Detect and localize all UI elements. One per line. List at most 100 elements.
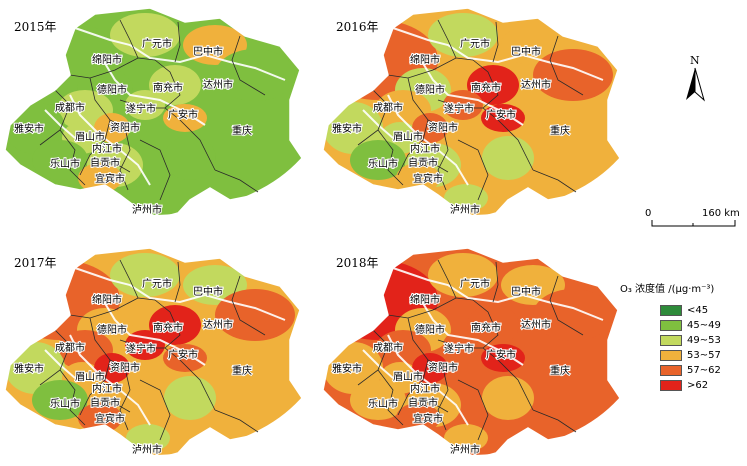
- subregion-boundary: [99, 294, 206, 366]
- district-boundary: [179, 119, 216, 171]
- concentration-zone: [164, 376, 216, 420]
- legend-label: 53~57: [687, 350, 721, 361]
- concentration-zone: [94, 353, 130, 383]
- district-boundary: [437, 127, 449, 191]
- city-label: 成都市: [55, 341, 85, 354]
- district-boundary: [231, 275, 266, 336]
- city-label: 南充市: [471, 321, 501, 334]
- city-label: 雅安市: [14, 122, 44, 135]
- concentration-zone: [396, 403, 440, 433]
- concentration-zone: [467, 305, 519, 345]
- north-label: N: [690, 54, 700, 67]
- district-boundary: [154, 299, 181, 349]
- district-boundary: [377, 129, 404, 186]
- city-label: 绵阳市: [410, 293, 440, 306]
- district-boundary: [89, 77, 126, 129]
- district-boundary: [119, 19, 139, 59]
- city-label: 眉山市: [75, 370, 105, 383]
- concentration-zone: [125, 330, 165, 360]
- city-label: 资阳市: [110, 361, 140, 374]
- concentration-zone: [428, 253, 498, 297]
- region-outline: [4, 247, 311, 459]
- concentration-zone: [215, 289, 295, 341]
- district-boundary: [492, 261, 499, 303]
- concentration-zone: [533, 289, 613, 341]
- district-boundary: [357, 89, 389, 146]
- district-boundary: [69, 57, 156, 79]
- chongqing-label: 重庆: [550, 124, 570, 137]
- city-label: 巴中市: [193, 45, 223, 58]
- city-label: 广元市: [460, 277, 490, 290]
- city-label: 雅安市: [332, 122, 362, 135]
- district-boundary: [119, 127, 131, 191]
- scale-start: 0: [645, 208, 651, 219]
- subregion-boundary: [44, 109, 76, 139]
- district-boundary: [39, 89, 71, 146]
- legend-label: 45~49: [687, 320, 721, 331]
- city-label: 自贡市: [408, 156, 438, 169]
- concentration-zone: [428, 13, 498, 57]
- city-label: 乐山市: [50, 157, 80, 170]
- subregion-boundary: [417, 54, 524, 126]
- scale-end: 160 km: [702, 208, 740, 219]
- city-label: 德阳市: [415, 323, 445, 336]
- district-boundary: [174, 21, 181, 63]
- city-label: 雅安市: [332, 362, 362, 375]
- district-boundary: [457, 139, 489, 201]
- city-label: 资阳市: [428, 361, 458, 374]
- city-label: 泸州市: [132, 203, 162, 216]
- city-label: 自贡市: [90, 396, 120, 409]
- panel-year-title: 2015年: [14, 20, 57, 34]
- region-outline: [4, 7, 311, 219]
- concentration-zone: [163, 344, 207, 372]
- city-label: 内江市: [410, 142, 440, 155]
- chongqing-label: 重庆: [232, 124, 252, 137]
- city-label: 达州市: [521, 78, 551, 91]
- concentration-zone: [481, 104, 525, 132]
- district-boundary: [437, 99, 499, 121]
- city-label: 资阳市: [110, 121, 140, 134]
- subregion-boundary: [417, 294, 524, 366]
- legend-label: <45: [687, 305, 709, 316]
- concentration-zone: [481, 344, 525, 372]
- subregion-boundary: [74, 27, 286, 81]
- concentration-zone: [149, 65, 201, 105]
- subregion-boundary: [392, 27, 604, 81]
- district-boundary: [397, 119, 429, 176]
- chongqing-label: 重庆: [550, 364, 570, 377]
- district-boundary: [387, 297, 474, 319]
- concentration-zone: [444, 184, 488, 212]
- legend-item: >62: [660, 378, 745, 393]
- city-label: 泸州市: [132, 443, 162, 456]
- subregion-boundary: [362, 109, 394, 139]
- district-boundary: [407, 317, 444, 369]
- legend-swatch: [660, 350, 682, 361]
- panel-year-title: 2017年: [14, 256, 57, 270]
- district-boundary: [532, 409, 577, 433]
- city-label: 雅安市: [14, 362, 44, 375]
- city-label: 绵阳市: [410, 53, 440, 66]
- legend-swatch: [660, 335, 682, 346]
- concentration-zone: [149, 305, 201, 345]
- city-label: 德阳市: [97, 83, 127, 96]
- subregion-boundary: [69, 94, 151, 186]
- city-label: 广元市: [142, 37, 172, 50]
- district-boundary: [497, 119, 534, 171]
- city-label: 宜宾市: [95, 412, 125, 425]
- district-boundary: [214, 409, 259, 433]
- city-label: 绵阳市: [92, 53, 122, 66]
- district-boundary: [79, 359, 111, 416]
- concentration-zone: [126, 424, 170, 452]
- legend-item: 45~49: [660, 318, 745, 333]
- city-label: 眉山市: [393, 130, 423, 143]
- concentration-zone: [482, 376, 534, 420]
- concentration-zone: [443, 330, 483, 360]
- city-label: 自贡市: [408, 396, 438, 409]
- district-boundary: [497, 359, 534, 411]
- district-boundary: [437, 339, 499, 361]
- city-label: 广元市: [142, 277, 172, 290]
- subregion-boundary: [69, 334, 151, 426]
- legend-swatch: [660, 305, 682, 316]
- district-boundary: [139, 139, 171, 201]
